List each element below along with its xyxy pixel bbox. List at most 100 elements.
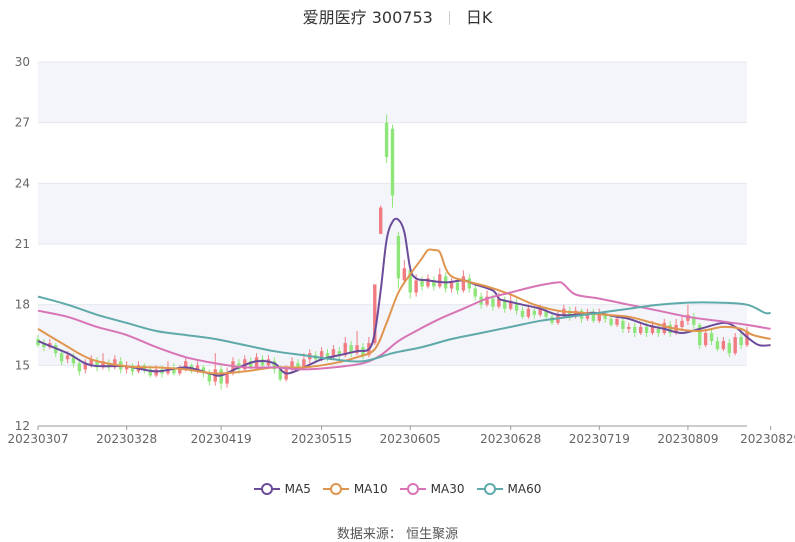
legend-item-ma30[interactable]: MA30 (399, 482, 465, 496)
series-line-ma30 (37, 281, 771, 371)
candle-body (65, 355, 70, 360)
data-source: 数据来源： 恒生聚源 (0, 523, 795, 542)
candle-body (455, 282, 460, 291)
candle-body (414, 280, 418, 293)
y-tick-label: 21 (15, 237, 30, 251)
candle-body (373, 284, 377, 344)
candle-body (461, 276, 466, 291)
candle-body (59, 353, 64, 362)
y-tick-label: 24 (15, 176, 30, 190)
candle-body (101, 361, 105, 368)
candle-body (272, 361, 277, 370)
y-tick-label: 27 (15, 116, 30, 130)
candle-body (603, 314, 607, 319)
candle-body (585, 312, 590, 319)
candle-body (432, 280, 436, 287)
y-axis: 12 15 18 21 24 27 30 (15, 55, 30, 433)
x-axis: 20230307 20230328 20230419 20230515 20230605… (7, 425, 795, 446)
ma-lines (37, 217, 771, 377)
stock-name-code: 爱朋医疗 300753 (302, 8, 433, 27)
plot-bands (38, 62, 747, 366)
candle-body (627, 326, 631, 329)
candle-body (219, 369, 223, 384)
candle-body (302, 359, 306, 368)
candle-body (638, 326, 643, 333)
candle-body (497, 298, 501, 307)
candle-body (420, 280, 424, 287)
candle-body (378, 207, 383, 234)
candle-body (278, 369, 282, 380)
candle-body (739, 337, 743, 346)
x-tick-label: 20230515 (291, 432, 352, 446)
candle-body (485, 296, 489, 305)
candle-body (591, 312, 596, 321)
candle-body (644, 326, 649, 333)
candle-body (449, 282, 454, 289)
series-line-ma60 (37, 295, 771, 363)
candle-body (337, 351, 342, 356)
candle-body (178, 369, 182, 374)
candle-body (172, 367, 176, 374)
candle-body (343, 343, 347, 356)
candle-body (438, 274, 442, 287)
candle-body (331, 349, 336, 358)
y-tick-label: 12 (15, 419, 30, 433)
x-tick-label: 20230628 (480, 432, 541, 446)
legend-marker-icon (476, 483, 503, 495)
candle-body (508, 300, 513, 309)
candle-body (532, 310, 536, 315)
y-tick-label: 15 (15, 358, 30, 372)
x-tick-label: 20230419 (191, 432, 252, 446)
candle-body (396, 235, 401, 279)
candle-body (355, 345, 359, 354)
legend-marker-icon (253, 483, 280, 495)
candle-body (526, 308, 531, 317)
y-tick-label: 18 (15, 298, 30, 312)
x-tick-label: 20230809 (657, 432, 718, 446)
candle-body (609, 318, 613, 325)
candle-body (650, 326, 655, 333)
candle-body (207, 373, 212, 382)
candle-body (408, 270, 412, 293)
legend-item-ma10[interactable]: MA10 (322, 482, 388, 496)
title-separator (448, 11, 450, 25)
candle-body (290, 361, 294, 370)
candle-body (568, 310, 572, 317)
candle-body (633, 326, 637, 333)
series-line-ma5 (37, 217, 771, 377)
candle-body (709, 332, 714, 342)
candle-body (621, 320, 625, 329)
candle-body (402, 268, 407, 281)
candle-body (83, 363, 87, 370)
candle-body (231, 361, 235, 374)
candle-body (733, 337, 737, 354)
y-tick-label: 30 (15, 55, 30, 69)
legend-label: MA30 (430, 482, 465, 496)
candle-body (656, 328, 661, 333)
legend-item-ma5[interactable]: MA5 (253, 482, 311, 496)
series-line-ma10 (37, 248, 771, 375)
candle-body (71, 357, 76, 364)
x-tick-label: 20230605 (380, 432, 441, 446)
candle-body (698, 324, 702, 346)
candle-body (503, 300, 507, 309)
band-1 (38, 304, 747, 366)
candle-body (130, 365, 135, 372)
candle-body (473, 288, 477, 297)
candle-body (124, 365, 129, 370)
candle-body (325, 353, 330, 358)
candle-body (721, 341, 726, 350)
candle-body (349, 345, 353, 354)
candle-body (467, 278, 472, 289)
legend-item-ma60[interactable]: MA60 (476, 482, 541, 496)
candle-body (42, 343, 46, 348)
legend: MA5 MA10 MA30 MA60 (0, 482, 795, 499)
candle-body (668, 324, 672, 333)
candle-body (148, 369, 152, 376)
candle-body (538, 308, 542, 315)
candle-body (195, 365, 200, 372)
candle-body (225, 373, 229, 384)
candle-body (260, 359, 265, 366)
candle-body (184, 361, 188, 370)
candle-body (615, 318, 619, 325)
